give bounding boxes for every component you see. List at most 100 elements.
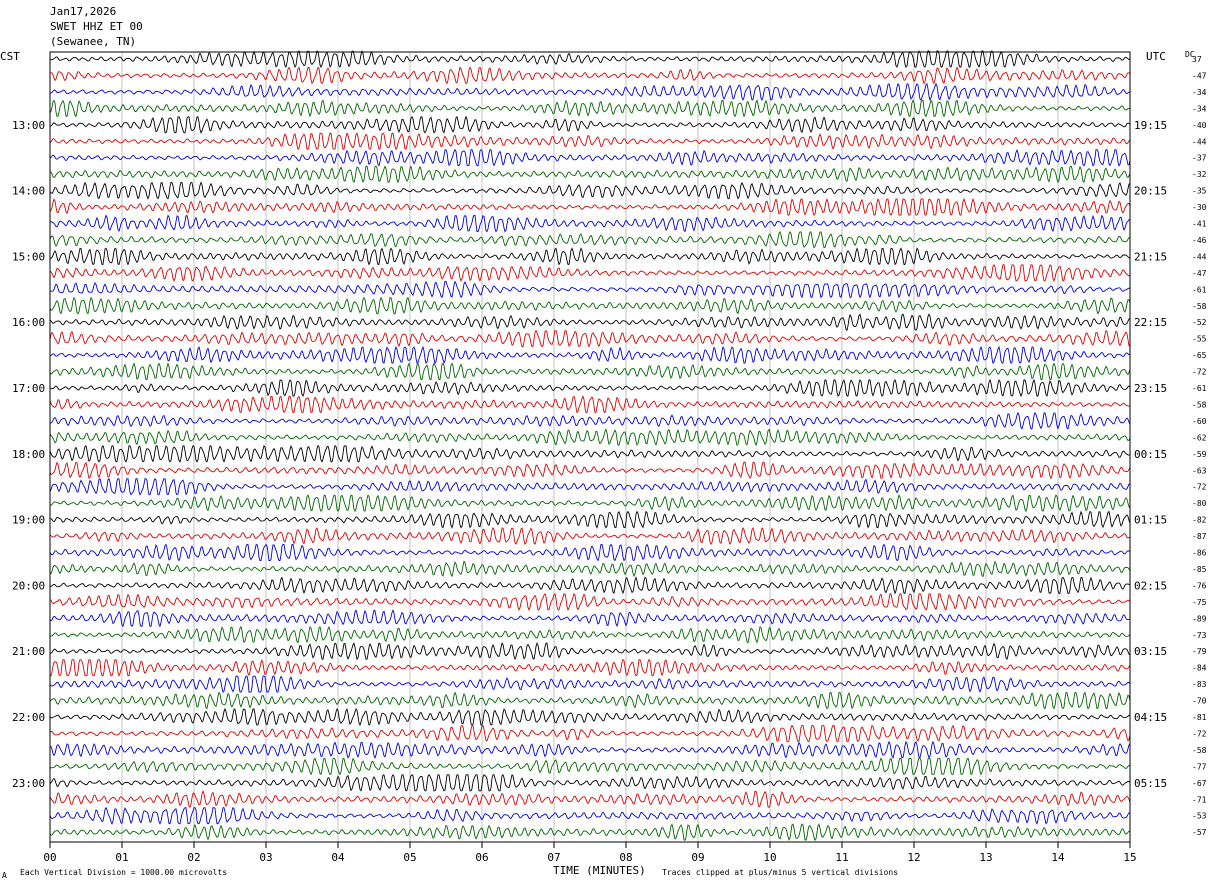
footer-scale-note: Each Vertical Division = 1000.00 microvo… [20,868,227,877]
dc-offset-label: -32 [1192,170,1207,179]
seismic-traces [49,49,1131,842]
seismic-trace-line [49,823,1131,842]
dc-offset-label: -84 [1192,664,1207,673]
dc-offset-label: -65 [1192,351,1207,360]
left-axis-label: CST [0,50,20,63]
seismic-trace-line [49,428,1131,447]
seismic-trace-line [49,49,1131,69]
dc-offset-label: -30 [1192,203,1207,212]
cst-hour-label: 17:00 [12,382,45,395]
seismic-trace-line [49,214,1131,233]
dc-offset-label: -41 [1192,220,1207,229]
seismic-trace-line [49,740,1131,760]
dc-offset-label: -58 [1192,746,1207,755]
seismic-trace-line [49,411,1131,430]
footer-clip-note: Traces clipped at plus/minus 5 vertical … [662,868,898,877]
station-code: SWET HHZ ET 00 [50,20,143,33]
seismic-trace-line [49,99,1131,118]
x-axis-label: TIME (MINUTES) [553,864,646,877]
x-tick-label: 14 [1051,851,1065,864]
seismic-trace-line [49,115,1131,134]
seismic-trace-line [49,82,1131,102]
dc-offset-label: -79 [1192,647,1207,656]
dc-offset-label: -86 [1192,549,1207,558]
x-tick-label: 08 [619,851,632,864]
dc-offset-label: -83 [1192,680,1207,689]
dc-offset-label: -53 [1192,812,1207,821]
x-tick-label: 02 [187,851,200,864]
cst-hour-label: 18:00 [12,448,45,461]
dc-offset-label: -52 [1192,318,1207,327]
utc-hour-label: 01:15 [1134,514,1167,527]
seismic-trace-line [49,296,1131,315]
utc-hour-label: 04:15 [1134,711,1167,724]
seismic-trace-line [49,510,1131,529]
dc-offset-label: -77 [1192,762,1207,771]
dc-offset-label: -55 [1192,335,1207,344]
plot-frame [49,51,1131,843]
seismic-trace-line [49,231,1131,249]
utc-hour-label: 19:15 [1134,119,1167,132]
seismic-trace-line [49,592,1131,612]
dc-offset-label: -63 [1192,466,1207,475]
dc-offset-label: -46 [1192,236,1207,245]
seismic-trace-line [49,609,1131,628]
seismic-trace-line [49,477,1131,496]
seismic-trace-line [49,707,1131,727]
seismic-trace-line [49,313,1131,332]
seismic-trace-line [49,395,1131,414]
dc-offset-label: -35 [1192,187,1207,196]
seismic-trace-line [49,148,1131,167]
dc-offset-label: -72 [1192,729,1207,738]
seismic-trace-line [49,461,1131,480]
utc-hour-label: 20:15 [1134,185,1167,198]
plot-date: Jan17,2026 [50,5,117,18]
seismic-trace-line [49,494,1131,513]
seismic-trace-line [49,247,1131,266]
dc-offset-label: -89 [1192,614,1207,623]
seismic-trace-line [49,724,1131,743]
dc-offset-label: -80 [1192,499,1207,508]
seismic-trace-line [49,543,1131,562]
dc-offset-label: -85 [1192,565,1207,574]
x-tick-label: 11 [835,851,848,864]
seismic-trace-line [49,625,1131,644]
dc-offset-label: -58 [1192,400,1207,409]
x-tick-label: 01 [115,851,128,864]
dc-offset-label: -37 [1192,154,1207,163]
x-tick-label: 04 [331,851,345,864]
seismic-trace-line [49,345,1131,365]
dc-offset-label: -61 [1192,384,1207,393]
utc-hour-label: 00:15 [1134,448,1167,461]
x-tick-label: 03 [259,851,272,864]
dc-offset-label: -87 [1192,532,1207,541]
cst-hour-label: 21:00 [12,645,45,658]
utc-hour-label: 23:15 [1134,382,1167,395]
cst-hour-label: 22:00 [12,711,45,724]
x-tick-label: 12 [907,851,920,864]
seismic-trace-line [49,132,1131,151]
cst-hour-label: 23:00 [12,777,45,790]
dc-offset-label: -40 [1192,121,1207,130]
dc-label: DC [1185,50,1195,59]
seismic-trace-line [49,576,1131,595]
dc-offset-label: 37 [1192,55,1202,64]
seismic-trace-line [49,197,1131,216]
x-tick-label: 05 [403,851,416,864]
seismic-trace-line [49,691,1131,710]
x-tick-label: 15 [1123,851,1136,864]
seismic-trace-line [49,329,1131,348]
dc-offset-label: -81 [1192,713,1207,722]
dc-offset-label: -71 [1192,795,1207,804]
dc-offset-label: -44 [1192,137,1207,146]
seismic-trace-line [49,526,1131,546]
dc-offset-label: -76 [1192,581,1207,590]
seismic-trace-line [49,806,1131,825]
dc-offset-label: -44 [1192,252,1207,261]
cst-hour-label: 13:00 [12,119,45,132]
dc-offset-label: -59 [1192,450,1207,459]
utc-hour-label: 21:15 [1134,250,1167,263]
utc-hour-label: 22:15 [1134,316,1167,329]
dc-offset-label: -62 [1192,433,1207,442]
utc-hour-label: 03:15 [1134,645,1167,658]
